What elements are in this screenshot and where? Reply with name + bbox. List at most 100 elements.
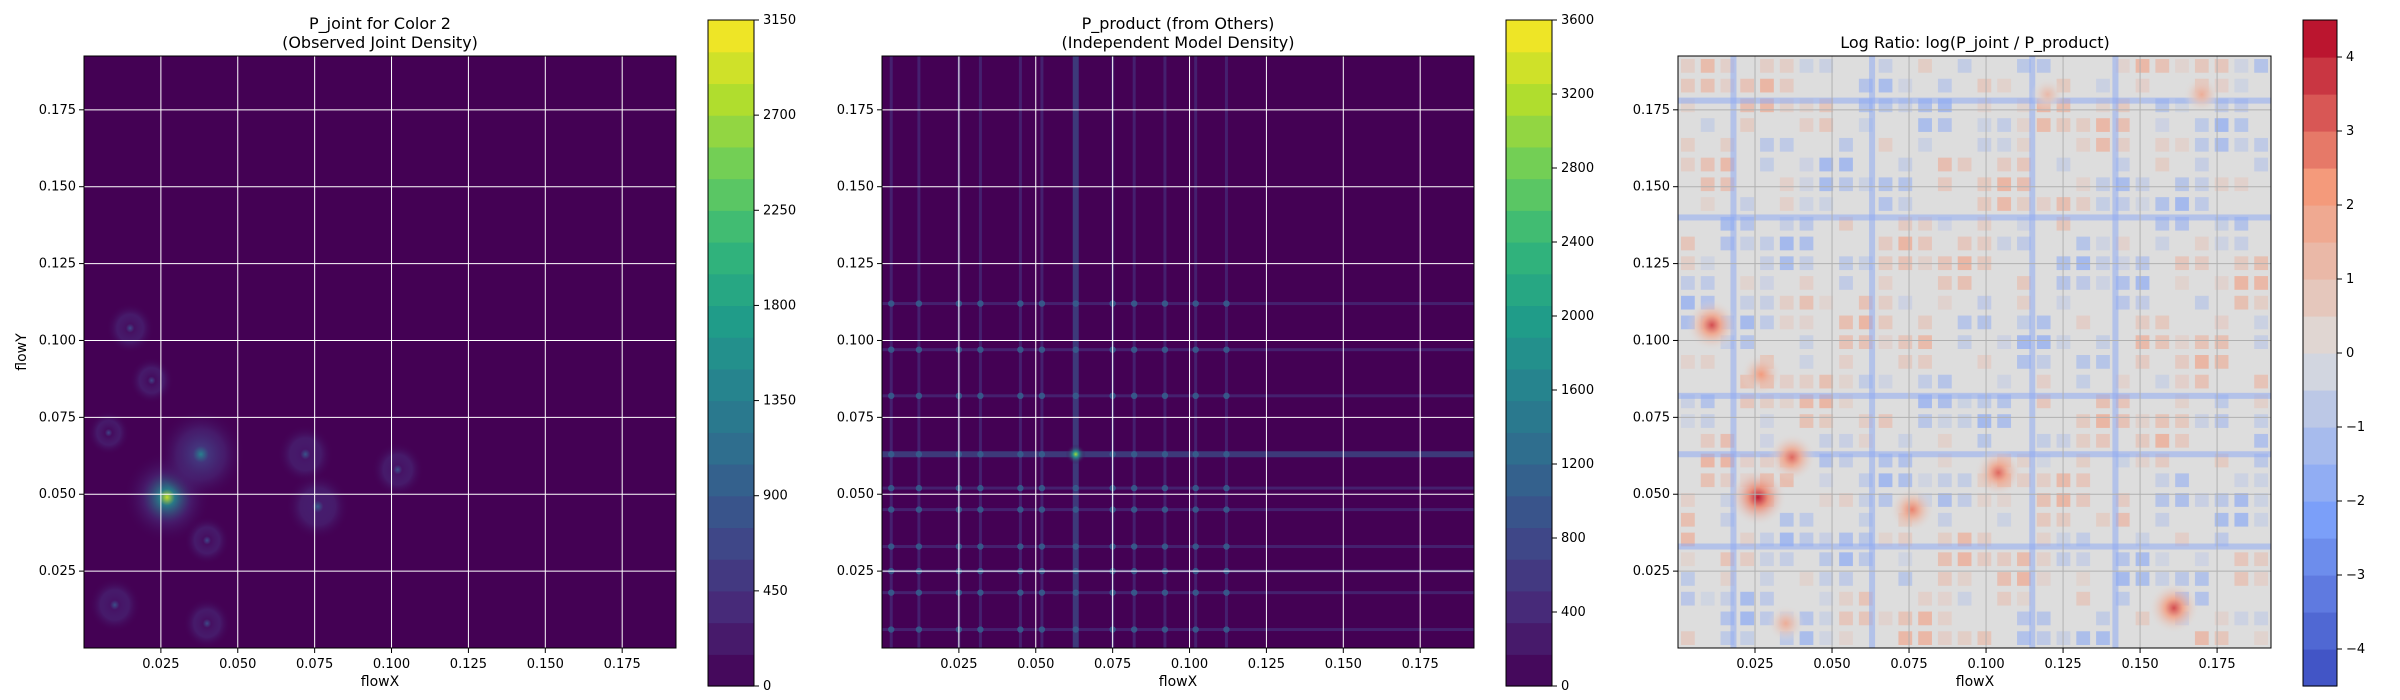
x-tick-label: 0.150 [1325, 657, 1362, 672]
ratio-cell [1760, 414, 1774, 428]
x-tick-label: 0.050 [1017, 657, 1054, 672]
colorbar-tick-label: 2700 [763, 108, 796, 123]
ratio-cell [1819, 591, 1834, 606]
ratio-cell [2076, 355, 2091, 369]
ratio-cell [2254, 157, 2268, 172]
density-stripe-y [882, 451, 1474, 458]
ratio-cell [2135, 611, 2150, 626]
density-node [1192, 589, 1199, 596]
ratio-cell [2017, 315, 2031, 330]
y-tick-label: 0.025 [837, 564, 874, 579]
y-tick-label: 0.050 [1633, 487, 1670, 502]
ratio-cell [1740, 631, 1755, 645]
x-tick-label: 0.025 [1736, 657, 1773, 672]
ratio-cell [2234, 512, 2249, 527]
ratio-cell [1918, 631, 1932, 645]
ratio-cell [1997, 335, 2012, 349]
ratio-cell [2017, 137, 2031, 152]
ratio-cell [1878, 315, 1893, 330]
ratio-cell [1878, 335, 1893, 349]
ratio-cell [1839, 552, 1853, 567]
heatmap-area [84, 56, 676, 648]
ratio-cell [2155, 118, 2170, 132]
density-node [1192, 451, 1199, 458]
density-stripe-y [882, 591, 1474, 595]
ratio-cell [2254, 512, 2268, 527]
ratio-cell [1700, 59, 1715, 73]
ratio-cell [2214, 137, 2229, 152]
ratio-cell [1681, 591, 1695, 606]
colorbar-level [2303, 612, 2337, 650]
ratio-cell [1799, 335, 1814, 349]
colorbar-level [1506, 400, 1552, 433]
ratio-cell [1819, 532, 1834, 547]
ratio-cell [1760, 572, 1774, 586]
colorbar-frame [1505, 19, 1553, 687]
colorbar-tick-label: 1800 [763, 298, 796, 313]
ratio-cell [2017, 591, 2031, 606]
y-tick-label: 0.175 [1633, 103, 1670, 118]
ratio-cell [1997, 374, 2012, 389]
ratio-cell [2175, 572, 2189, 586]
colorbar-tick-label: 2250 [763, 203, 796, 218]
ratio-cell [2194, 552, 2209, 567]
y-tick-label: 0.175 [837, 103, 874, 118]
ratio-cell [2234, 118, 2249, 132]
ratio-hotspot [1767, 604, 1805, 642]
ratio-cell [1779, 137, 1794, 152]
ratio-cell [1799, 414, 1814, 428]
colorbar-level [1506, 51, 1552, 85]
ratio-cell [1779, 295, 1794, 310]
density-stripe-y [882, 486, 1474, 490]
ratio-cell [2214, 236, 2229, 251]
ratio-cell [2234, 137, 2249, 152]
ratio-cell [2096, 118, 2110, 132]
y-ticks: 0.025 0.050 0.075 0.100 0.125 0.150 0.175 [39, 103, 84, 579]
colorbar-tick-label: 1 [2346, 272, 2354, 287]
ratio-cell [1839, 355, 1853, 369]
density-node [915, 392, 923, 400]
ratio-cell [1681, 355, 1695, 369]
density-node [1130, 626, 1138, 633]
ratio-cell [1760, 295, 1774, 310]
ratio-cell [1878, 295, 1893, 310]
density-node [1072, 589, 1079, 596]
ratio-cell [1819, 611, 1834, 626]
ratio-cell [2036, 631, 2051, 645]
ratio-cell [1681, 414, 1695, 428]
density-node [1192, 626, 1199, 633]
ratio-cell [1997, 197, 2012, 211]
ratio-cell [2175, 355, 2189, 369]
colorbar-tick-label: 450 [763, 584, 788, 599]
ratio-cold-stripe-y [1678, 97, 2271, 104]
ratio-cell [1878, 493, 1893, 507]
ratio-hotspot [1686, 299, 1738, 351]
colorbar-level [708, 146, 754, 180]
ratio-cell [1819, 295, 1834, 310]
x-tick-label: 0.100 [1967, 657, 2004, 672]
ratio-cell [1878, 532, 1893, 547]
density-node [1223, 506, 1230, 513]
x-axis-label: flowX [1159, 674, 1198, 690]
ratio-cell [1878, 276, 1893, 290]
ratio-cell [1977, 532, 1992, 547]
ratio-cell [2115, 276, 2130, 290]
ratio-cell [1681, 276, 1695, 290]
ratio-cell [2135, 276, 2150, 290]
colorbar-level [708, 495, 754, 529]
ratio-cell [2155, 335, 2170, 349]
y-tick-label: 0.150 [1633, 180, 1670, 195]
ratio-cell [2017, 572, 2031, 586]
ratio-hotspot [2030, 77, 2065, 112]
density-node [1038, 589, 1046, 596]
ratio-cell [1898, 335, 1913, 349]
colorbar-level [2303, 20, 2337, 58]
ratio-cell [2214, 276, 2229, 290]
colorbar-level [1506, 368, 1552, 402]
colorbar-level [708, 432, 754, 465]
colorbar-level [2303, 390, 2337, 428]
density-node [915, 300, 923, 307]
density-node [1223, 484, 1230, 492]
heatmap-background [882, 56, 1474, 648]
x-tick-label: 0.125 [2044, 657, 2081, 672]
